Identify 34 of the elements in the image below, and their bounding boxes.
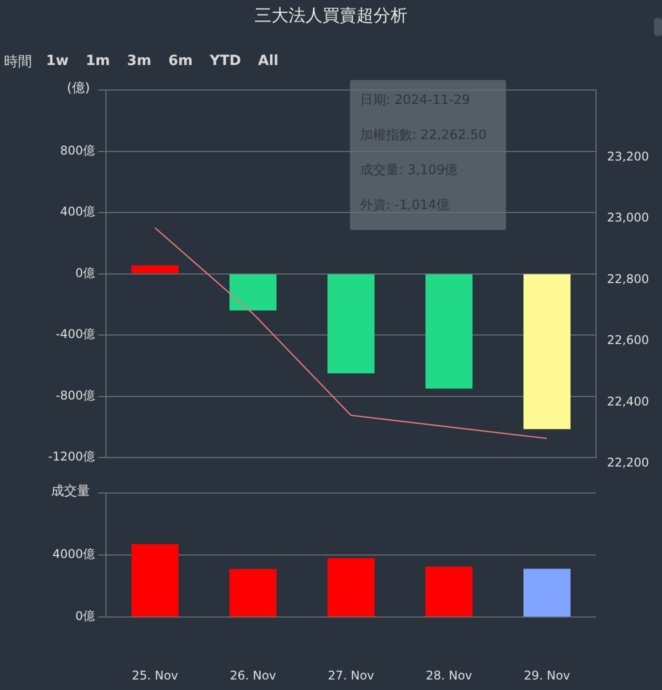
y2-tick-label: 22,200 <box>607 456 649 470</box>
y-tick-label: 4000億 <box>52 547 95 562</box>
y-axis-title: (億) <box>66 80 90 97</box>
y-axis-title: 成交量 <box>51 483 90 500</box>
y2-tick-label: 23,200 <box>607 149 649 164</box>
y2-tick-label: 22,800 <box>607 272 649 286</box>
y-tick-label: 0億 <box>75 609 95 624</box>
x-tick-label: 27. Nov <box>328 668 374 682</box>
x-tick-label: 26. Nov <box>230 668 276 682</box>
x-tick-label: 25. Nov <box>132 668 178 682</box>
y-tick-label: -1200億 <box>48 450 95 464</box>
y-tick-label: 0億 <box>75 266 95 280</box>
bar <box>229 568 277 616</box>
bar <box>523 568 571 616</box>
text: YTD <box>210 53 242 71</box>
y2-tick-label: 22,600 <box>607 333 649 348</box>
x-tick-label: 29. Nov <box>524 668 570 682</box>
y-tick-label: -400億 <box>56 327 95 342</box>
y2-tick-label: 23,000 <box>607 210 649 225</box>
text: 1m <box>86 53 110 71</box>
y2-tick-label: 22,400 <box>607 394 649 408</box>
text: 6m <box>168 53 193 71</box>
x-tick-label: 28. Nov <box>426 668 472 682</box>
text: 3m <box>127 53 152 71</box>
y-tick-label: 800億 <box>60 143 95 158</box>
text: All <box>258 53 278 71</box>
text: 1w <box>46 53 69 71</box>
bar <box>425 566 473 616</box>
y-tick-label: 400億 <box>60 204 95 219</box>
chart-title: 三大法人買賣超分析 <box>254 5 408 27</box>
y-tick-label: -800億 <box>56 388 95 402</box>
text: 時間 <box>4 53 32 71</box>
bar <box>327 558 375 616</box>
bar <box>131 544 179 616</box>
